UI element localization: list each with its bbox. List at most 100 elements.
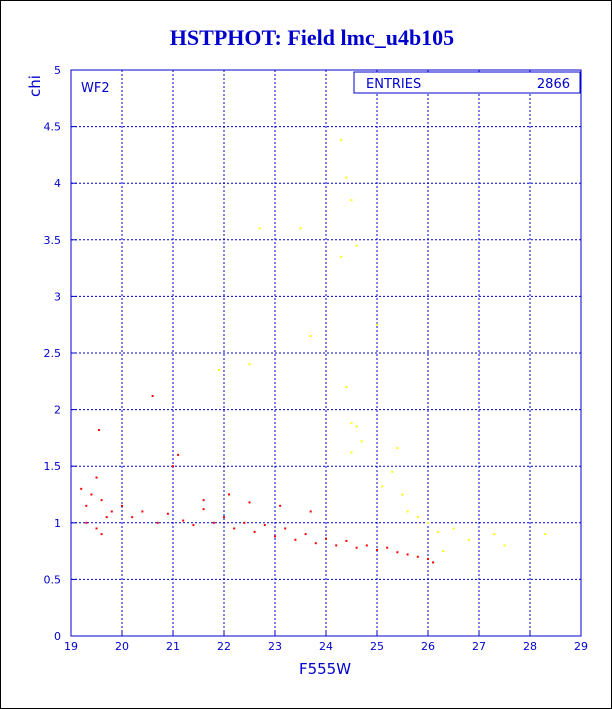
data-point — [381, 485, 384, 488]
data-point — [110, 510, 113, 513]
grid-lines — [70, 69, 582, 637]
x-tick-label: 21 — [166, 640, 180, 653]
data-point — [345, 176, 348, 179]
y-axis-label: chi — [26, 75, 44, 97]
data-point — [95, 527, 98, 530]
x-tick-label: 23 — [268, 640, 282, 653]
data-point — [131, 516, 134, 519]
data-point — [355, 425, 358, 428]
data-point — [166, 512, 169, 515]
data-point — [503, 544, 506, 547]
x-tick-label: 25 — [370, 640, 384, 653]
data-point — [172, 465, 174, 468]
data-point — [299, 227, 302, 230]
x-tick-label: 28 — [523, 640, 537, 653]
data-point — [294, 538, 297, 541]
data-point — [105, 516, 108, 519]
data-point — [100, 533, 103, 536]
x-axis-label: F555W — [299, 660, 351, 678]
data-points — [80, 139, 547, 564]
x-tick-label: 20 — [115, 640, 129, 653]
y-tick-label: 4 — [54, 177, 61, 190]
data-point — [253, 530, 256, 533]
x-tick-label: 26 — [421, 640, 435, 653]
data-point — [85, 521, 88, 524]
data-point — [437, 530, 440, 533]
x-tick-label: 29 — [574, 640, 588, 653]
x-tick-label: 24 — [319, 640, 333, 653]
data-point — [406, 510, 409, 513]
x-axis-ticks: 19 20 21 22 23 24 25 26 27 28 29 — [64, 630, 588, 653]
data-point — [156, 521, 159, 524]
data-point — [121, 504, 123, 507]
data-point — [340, 139, 343, 142]
data-point — [100, 499, 103, 502]
data-point — [391, 470, 394, 473]
y-tick-label: 2 — [54, 404, 61, 417]
data-point — [98, 428, 101, 431]
y-tick-label: 3.5 — [44, 234, 62, 247]
stats-entries-value: 2866 — [537, 77, 570, 92]
data-point — [228, 493, 231, 496]
data-point — [427, 558, 429, 561]
data-point — [85, 504, 88, 507]
data-point — [365, 544, 368, 547]
data-point — [335, 544, 338, 547]
data-point — [141, 510, 144, 513]
y-tick-label: 1 — [54, 517, 61, 530]
data-point — [427, 521, 429, 524]
data-point — [350, 199, 353, 202]
data-point — [345, 385, 348, 388]
data-point — [406, 553, 409, 556]
data-point — [396, 551, 399, 554]
data-point — [401, 493, 404, 496]
data-point — [202, 508, 205, 511]
data-point — [151, 395, 154, 398]
data-point — [177, 453, 180, 456]
data-point — [452, 527, 455, 530]
data-point — [274, 535, 276, 538]
data-point — [467, 538, 470, 541]
data-point — [416, 516, 419, 519]
y-tick-label: 2.5 — [44, 347, 62, 360]
data-point — [360, 440, 363, 443]
data-point — [202, 499, 205, 502]
data-point — [325, 537, 327, 540]
data-point — [442, 550, 445, 553]
data-point — [258, 227, 261, 230]
data-point — [386, 546, 389, 549]
x-tick-label: 22 — [217, 640, 231, 653]
data-point — [212, 521, 215, 524]
y-tick-label: 5 — [54, 64, 61, 77]
data-point — [345, 539, 348, 542]
data-point — [243, 521, 246, 524]
data-point — [432, 561, 435, 564]
data-point — [355, 546, 358, 549]
data-point — [182, 519, 185, 522]
y-axis-ticks: 0 0.5 1 1.5 2 2.5 3 3.5 4 4.5 5 — [44, 64, 77, 643]
data-point — [95, 476, 98, 479]
x-tick-label: 19 — [64, 640, 78, 653]
y-tick-label: 1.5 — [44, 460, 62, 473]
x-tick-label: 27 — [472, 640, 486, 653]
data-point — [350, 451, 353, 454]
data-point — [355, 244, 358, 247]
data-point — [217, 368, 220, 371]
data-point — [304, 533, 307, 536]
data-point — [279, 504, 282, 507]
data-point — [248, 363, 251, 366]
data-point — [80, 487, 83, 490]
data-point — [284, 527, 287, 530]
data-point — [90, 493, 93, 496]
data-point — [248, 501, 251, 504]
stats-box: ENTRIES 2866 — [353, 71, 581, 94]
y-tick-label: 0 — [54, 630, 61, 643]
data-point — [340, 255, 343, 258]
data-point — [416, 555, 419, 558]
data-point — [350, 422, 353, 425]
stats-entries-label: ENTRIES — [366, 77, 421, 92]
data-point — [314, 542, 317, 545]
data-point — [233, 527, 236, 530]
data-point — [223, 516, 225, 519]
